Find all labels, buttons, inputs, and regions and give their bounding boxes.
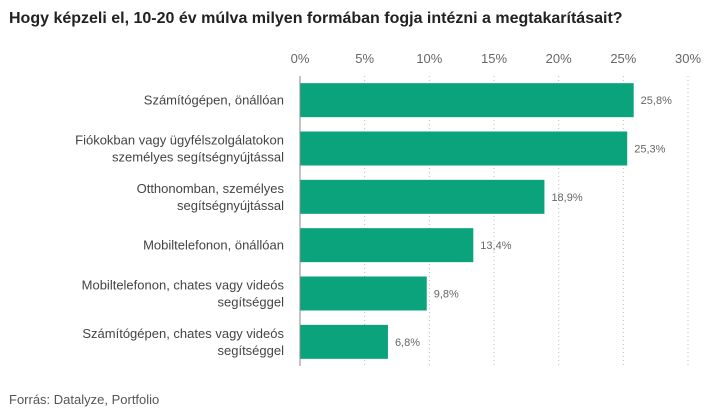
bar	[300, 228, 474, 263]
bar	[300, 179, 545, 214]
category-label: Számítógépen, chates vagy videós	[82, 326, 284, 341]
bar	[300, 131, 628, 166]
category-label: Számítógépen, önállóan	[144, 93, 284, 108]
bar	[300, 324, 388, 359]
data-label: 13,4%	[480, 240, 511, 252]
category-label: segítségnyújtással	[177, 198, 284, 213]
x-tick-label: 20%	[546, 51, 572, 66]
category-label: segítséggel	[218, 295, 285, 310]
x-tick-label: 25%	[610, 51, 636, 66]
x-tick-label: 15%	[481, 51, 507, 66]
data-label: 9,8%	[434, 289, 459, 301]
source-note: Forrás: Datalyze, Portfolio	[9, 392, 160, 407]
data-label: 25,8%	[641, 95, 672, 107]
category-label: segítséggel	[218, 343, 285, 358]
x-tick-label: 30%	[675, 51, 701, 66]
category-label: Mobiltelefonon, chates vagy videós	[82, 278, 285, 293]
x-tick-label: 5%	[355, 51, 374, 66]
data-label: 18,9%	[551, 192, 582, 204]
x-tick-label: 0%	[291, 51, 310, 66]
x-tick-label: 10%	[416, 51, 442, 66]
data-label: 6,8%	[395, 337, 420, 349]
bar	[300, 276, 427, 311]
data-label: 25,3%	[634, 144, 665, 156]
bar	[300, 83, 634, 118]
chart-title: Hogy képzeli el, 10-20 év múlva milyen f…	[9, 10, 623, 27]
category-label: személyes segítségnyújtással	[112, 150, 284, 165]
category-label: Fiókokban vagy ügyfélszolgálatokon	[75, 133, 284, 148]
category-label: Mobiltelefonon, önállóan	[143, 238, 284, 253]
category-label: Otthonomban, személyes	[137, 181, 285, 196]
